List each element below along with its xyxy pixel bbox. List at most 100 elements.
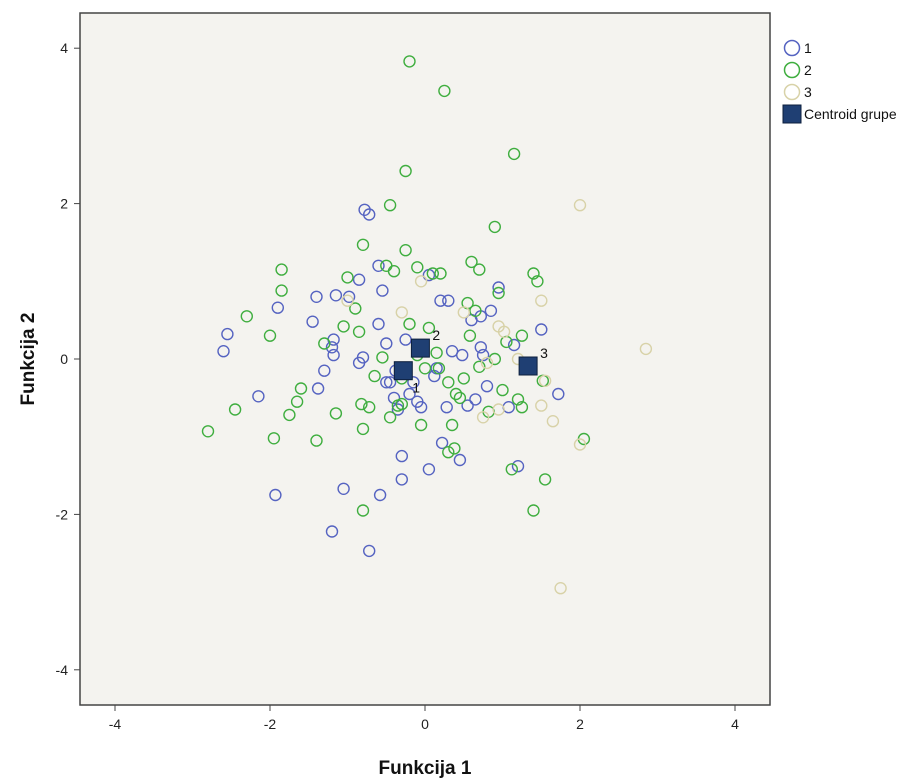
data-point-group-1 bbox=[395, 473, 408, 486]
centroids: 1 2 3 bbox=[393, 327, 548, 396]
x-tick-label: 2 bbox=[576, 716, 584, 732]
data-point-group-3 bbox=[639, 342, 653, 356]
data-point-group-1 bbox=[217, 345, 230, 358]
data-point-group-2 bbox=[329, 407, 343, 420]
data-point-group-2 bbox=[383, 411, 397, 424]
data-point-group-2 bbox=[310, 434, 323, 447]
x-tick-label: -4 bbox=[109, 716, 122, 732]
y-axis-title: Funkcija 2 bbox=[18, 313, 39, 406]
data-point-group-2 bbox=[368, 369, 381, 383]
y-tick-label: -4 bbox=[56, 662, 69, 678]
data-point-group-2 bbox=[275, 263, 288, 276]
data-points bbox=[201, 55, 653, 595]
data-point-group-3 bbox=[457, 306, 470, 319]
centroid-label-1: 1 bbox=[412, 380, 420, 396]
data-point-group-2 bbox=[538, 473, 552, 486]
data-point-group-1 bbox=[435, 436, 449, 450]
data-point-group-1 bbox=[372, 259, 385, 272]
legend-label-1: 1 bbox=[804, 40, 812, 56]
legend: 1 2 3 Centroid grupe bbox=[782, 39, 897, 124]
data-point-group-2 bbox=[363, 401, 376, 414]
legend-marker-3 bbox=[783, 83, 801, 101]
data-point-group-2 bbox=[515, 401, 529, 414]
data-point-group-2 bbox=[449, 387, 463, 401]
data-point-group-2 bbox=[399, 243, 412, 257]
data-point-group-1 bbox=[403, 387, 416, 401]
data-point-group-2 bbox=[267, 432, 281, 445]
data-point-group-1 bbox=[395, 449, 408, 463]
data-point-group-1 bbox=[387, 391, 401, 405]
legend-label-2: 2 bbox=[804, 62, 812, 78]
data-point-group-2 bbox=[294, 382, 308, 395]
data-point-group-2 bbox=[527, 267, 540, 280]
centroid-marker-3 bbox=[518, 356, 538, 376]
centroid-label-3: 3 bbox=[540, 345, 548, 361]
data-point-group-1 bbox=[325, 341, 339, 354]
plot-area bbox=[79, 12, 771, 706]
data-point-group-2 bbox=[442, 376, 455, 389]
data-point-group-3 bbox=[573, 438, 587, 451]
data-point-group-1 bbox=[469, 393, 482, 406]
x-tick-label: 4 bbox=[731, 716, 739, 732]
data-point-group-3 bbox=[492, 320, 505, 333]
data-point-group-1 bbox=[376, 284, 389, 297]
x-axis-title: Funkcija 1 bbox=[379, 758, 472, 779]
centroid-label-2: 2 bbox=[432, 327, 440, 343]
data-point-group-2 bbox=[403, 317, 416, 331]
y-tick-label: 0 bbox=[60, 351, 68, 367]
data-point-group-1 bbox=[474, 341, 487, 354]
data-point-group-1 bbox=[535, 323, 548, 336]
data-point-group-3 bbox=[476, 411, 490, 424]
data-point-group-3 bbox=[554, 582, 567, 595]
data-point-group-1 bbox=[252, 390, 265, 403]
data-point-group-2 bbox=[488, 220, 501, 234]
data-point-group-1 bbox=[327, 348, 340, 362]
data-point-group-2 bbox=[511, 393, 525, 406]
data-point-group-1 bbox=[318, 364, 331, 377]
data-point-group-2 bbox=[240, 310, 254, 323]
data-point-group-1 bbox=[310, 290, 323, 303]
x-tick-label: -2 bbox=[264, 716, 277, 732]
data-point-group-3 bbox=[535, 399, 548, 412]
data-point-group-2 bbox=[492, 286, 505, 300]
legend-marker-1 bbox=[783, 39, 801, 57]
data-point-group-2 bbox=[201, 425, 215, 438]
data-point-group-1 bbox=[269, 488, 282, 502]
data-point-group-1 bbox=[337, 482, 350, 495]
legend-label-centroid: Centroid grupe bbox=[804, 106, 897, 122]
data-point-group-1 bbox=[380, 337, 393, 350]
data-point-group-1 bbox=[422, 463, 436, 476]
data-point-group-2 bbox=[442, 446, 455, 459]
data-point-group-3 bbox=[546, 415, 560, 428]
data-point-group-2 bbox=[422, 321, 436, 335]
data-point-group-2 bbox=[426, 267, 439, 280]
data-point-group-2 bbox=[457, 372, 470, 385]
data-point-group-2 bbox=[473, 263, 486, 276]
data-point-group-3 bbox=[414, 275, 428, 288]
data-point-group-1 bbox=[484, 304, 498, 317]
x-axis: -4 -2 0 2 4 bbox=[109, 705, 739, 732]
data-point-group-2 bbox=[399, 164, 412, 178]
data-point-group-3 bbox=[480, 356, 494, 370]
data-point-group-2 bbox=[283, 408, 296, 422]
data-point-group-1 bbox=[372, 317, 385, 331]
data-point-group-2 bbox=[275, 284, 288, 297]
data-point-group-2 bbox=[349, 302, 362, 315]
data-point-group-1 bbox=[407, 376, 420, 389]
data-point-group-2 bbox=[387, 265, 401, 278]
data-point-group-1 bbox=[480, 380, 494, 393]
data-point-group-2 bbox=[505, 463, 518, 476]
data-point-group-1 bbox=[552, 387, 565, 401]
data-point-group-2 bbox=[438, 84, 451, 98]
data-point-group-1 bbox=[507, 338, 521, 352]
legend-label-3: 3 bbox=[804, 84, 812, 100]
data-point-group-2 bbox=[453, 391, 467, 405]
data-point-group-1 bbox=[329, 289, 343, 302]
data-point-group-1 bbox=[414, 401, 428, 414]
data-point-group-2 bbox=[469, 304, 482, 317]
data-point-group-2 bbox=[352, 325, 366, 338]
data-point-group-2 bbox=[341, 271, 354, 284]
data-point-group-1 bbox=[325, 525, 339, 538]
y-tick-label: -2 bbox=[56, 506, 69, 522]
